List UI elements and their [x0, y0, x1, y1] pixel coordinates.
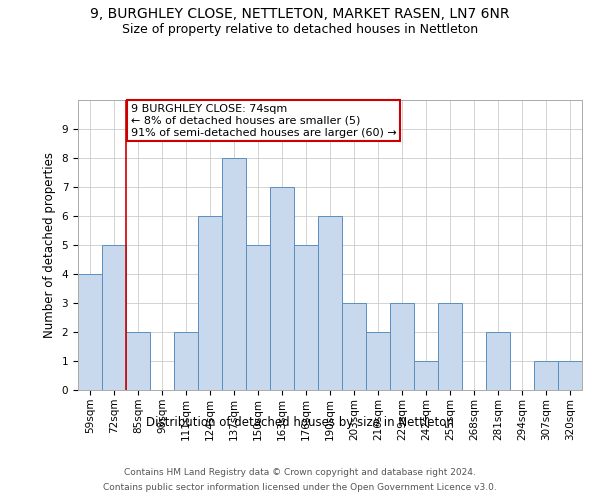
Text: Contains HM Land Registry data © Crown copyright and database right 2024.: Contains HM Land Registry data © Crown c…	[124, 468, 476, 477]
Y-axis label: Number of detached properties: Number of detached properties	[43, 152, 56, 338]
Text: Size of property relative to detached houses in Nettleton: Size of property relative to detached ho…	[122, 22, 478, 36]
Bar	[78, 274, 102, 390]
Bar	[174, 332, 198, 390]
Bar	[534, 361, 558, 390]
Bar	[222, 158, 246, 390]
Text: 9, BURGHLEY CLOSE, NETTLETON, MARKET RASEN, LN7 6NR: 9, BURGHLEY CLOSE, NETTLETON, MARKET RAS…	[90, 8, 510, 22]
Bar	[366, 332, 390, 390]
Bar	[486, 332, 510, 390]
Bar	[558, 361, 582, 390]
Bar	[294, 245, 318, 390]
Bar	[198, 216, 222, 390]
Text: 9 BURGHLEY CLOSE: 74sqm
← 8% of detached houses are smaller (5)
91% of semi-deta: 9 BURGHLEY CLOSE: 74sqm ← 8% of detached…	[131, 104, 397, 138]
Bar	[318, 216, 342, 390]
Bar	[246, 245, 270, 390]
Bar	[414, 361, 438, 390]
Bar	[390, 303, 414, 390]
Text: Distribution of detached houses by size in Nettleton: Distribution of detached houses by size …	[146, 416, 454, 429]
Bar	[126, 332, 150, 390]
Bar	[102, 245, 126, 390]
Bar	[438, 303, 462, 390]
Bar	[342, 303, 366, 390]
Bar	[270, 187, 294, 390]
Text: Contains public sector information licensed under the Open Government Licence v3: Contains public sector information licen…	[103, 483, 497, 492]
